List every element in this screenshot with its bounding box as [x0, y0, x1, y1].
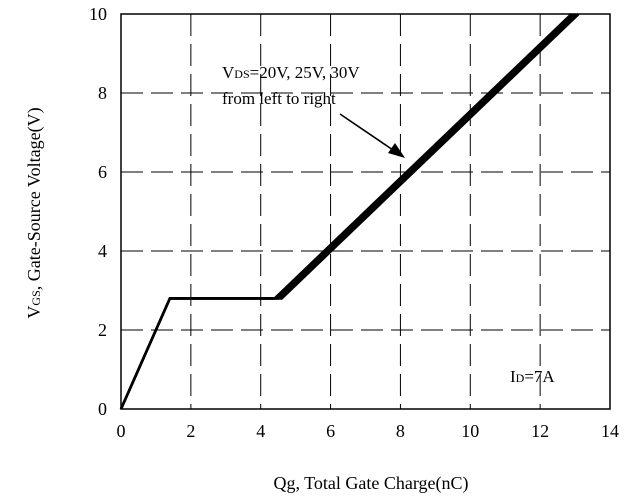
y-tick-label: 0	[98, 399, 107, 419]
x-tick-labels: 0 2 4 6 8 10 12 14	[117, 421, 620, 441]
x-axis-label: Qg, Total Gate Charge(nC)	[273, 473, 468, 494]
y-tick-label: 6	[98, 162, 107, 182]
x-tick-label: 2	[186, 421, 195, 441]
y-tick-labels: 0 2 4 6 8 10	[89, 4, 107, 419]
x-tick-label: 0	[117, 421, 126, 441]
id-annotation: ID=7A	[510, 367, 555, 386]
y-axis-label: VGS, Gate-Source Voltage(V)	[24, 107, 45, 318]
y-tick-label: 8	[98, 83, 107, 103]
grid-lines	[121, 14, 610, 409]
y-tick-label: 2	[98, 320, 107, 340]
plot-frame	[120, 13, 611, 410]
series-line-3	[119, 13, 580, 410]
x-tick-label: 12	[531, 421, 549, 441]
x-tick-label: 8	[396, 421, 405, 441]
order-annotation: from left to right	[222, 89, 336, 108]
y-tick-label: 4	[98, 241, 107, 261]
annotation-arrow	[339, 113, 405, 158]
x-tick-label: 14	[601, 421, 619, 441]
x-tick-label: 10	[461, 421, 479, 441]
y-tick-label: 10	[89, 4, 107, 24]
vds-annotation: VDS=20V, 25V, 30V	[222, 63, 360, 82]
series-lines	[119, 13, 580, 410]
x-tick-label: 6	[326, 421, 335, 441]
x-tick-label: 4	[256, 421, 265, 441]
